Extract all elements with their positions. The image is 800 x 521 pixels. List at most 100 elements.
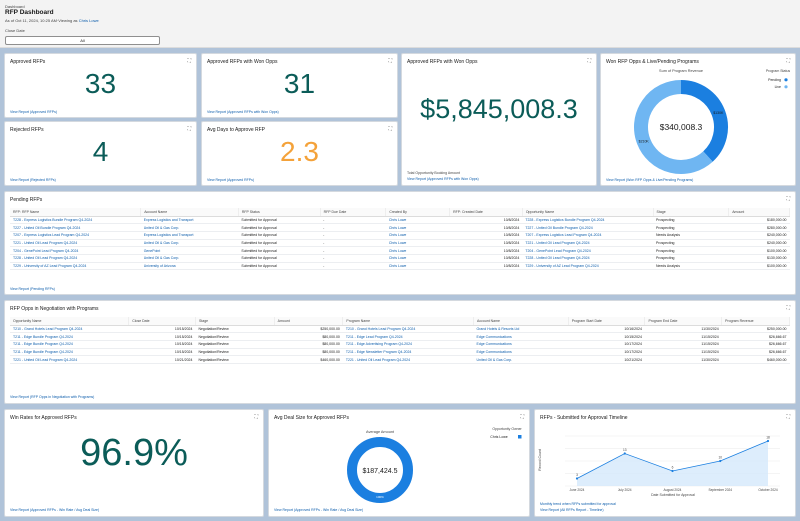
expand-icon[interactable]: ⛶ <box>587 58 591 64</box>
table-cell-link[interactable]: T211 - Edge Lead Program Q4-2024 <box>342 332 474 341</box>
table-cell-link[interactable]: T211 - Edge Newsletter Program Q4-2024 <box>342 348 474 357</box>
table-cell-link[interactable]: Chris Lowe <box>385 246 450 255</box>
table-cell-link[interactable]: T211 - Edge Advertising Program Q4-2024 <box>342 340 474 349</box>
expand-icon[interactable]: ⛶ <box>388 58 392 64</box>
table-cell-link[interactable]: Chris Lowe <box>385 254 450 263</box>
table-cell-link[interactable]: Grand Hotels & Resorts Ltd <box>473 325 569 334</box>
column-header[interactable]: Program End Date <box>644 317 723 326</box>
view-report-link[interactable]: View Report (Approved RFPs with Won Opps… <box>407 177 479 181</box>
table-cell-link[interactable]: T211 - Edge Bundle Program Q4-2024 <box>10 348 129 357</box>
table-cell: $130,000.00 <box>728 254 790 263</box>
avg-days-card: Avg Days to Approve RFP ⛶ 2.3 View Repor… <box>201 121 398 186</box>
column-header[interactable]: Stage <box>195 317 275 326</box>
column-header[interactable]: Account Name <box>140 208 239 217</box>
table-cell-link[interactable]: T221 - United Oil Lead Program Q4-2024 <box>10 239 141 248</box>
view-report-link[interactable]: View Report (All RFPs Report - Timeline) <box>540 508 604 512</box>
table-cell-link[interactable]: T229 - University of AZ Lead Program Q4-… <box>522 262 654 271</box>
column-header[interactable]: Created By <box>385 208 451 217</box>
table-cell-link[interactable]: Express Logistics and Transport <box>140 231 239 240</box>
close-date-filter[interactable]: All <box>5 36 160 45</box>
card-title: Rejected RFPs <box>10 127 44 133</box>
column-header[interactable]: Program Name <box>342 317 475 326</box>
view-report-link[interactable]: View Report (Approved RFPs) <box>207 178 255 182</box>
column-header[interactable]: Stage <box>653 208 730 217</box>
table-cell-link[interactable]: T229 - University of AZ Lead Program Q4-… <box>10 262 141 271</box>
table-cell-link[interactable]: Edge Communications <box>473 348 569 357</box>
breadcrumb[interactable]: Dashboard <box>5 4 25 9</box>
table-cell-link[interactable]: University of Arizona <box>140 262 239 271</box>
table-cell-link[interactable]: T207 - Express Logistics Lead Program Q4… <box>10 231 141 240</box>
table-cell-link[interactable]: T210 - Grand Hotels Lead Program Q4-2024 <box>10 325 129 334</box>
column-header[interactable]: Close Date <box>128 317 196 326</box>
table-cell-link[interactable]: T204 - GenePoint Lead Program Q4-2024 <box>10 246 141 255</box>
table-cell-link[interactable]: T211 - Edge Bundle Program Q4-2024 <box>10 332 129 341</box>
table-cell-link[interactable]: Chris Lowe <box>385 223 450 232</box>
column-header[interactable]: Opportunity Name <box>10 317 130 326</box>
table-cell-link[interactable]: Edge Communications <box>473 340 569 349</box>
table-cell: 11/30/2024 <box>644 355 722 364</box>
expand-icon[interactable]: ⛶ <box>187 126 191 132</box>
table-cell-link[interactable]: United Oil & Gas Corp. <box>140 223 239 232</box>
view-report-link[interactable]: View Report (Won RFP Opps & Live/Pending… <box>606 178 694 182</box>
table-cell-link[interactable]: T207 - Express Logistics Lead Program Q4… <box>522 231 654 240</box>
table-cell-link[interactable]: Chris Lowe <box>385 216 450 225</box>
column-header[interactable]: RFP: RFP Name <box>10 208 142 217</box>
table-cell-link[interactable]: T228 - Express Logistics Bundle Program … <box>522 216 654 225</box>
table-cell-link[interactable]: GenePoint <box>140 246 239 255</box>
table-cell-link[interactable]: T228 - Express Logistics Bundle Program … <box>10 216 141 225</box>
table-row: T228 - Express Logistics Bundle Program … <box>10 216 790 225</box>
column-header[interactable]: Program Start Date <box>568 317 646 326</box>
expand-icon[interactable]: ⛶ <box>786 58 790 64</box>
column-header[interactable]: RFP Status <box>238 208 321 217</box>
table-cell-link[interactable]: T221 - United Oil Lead Program Q4-2024 <box>342 355 474 364</box>
table-cell: Prospecting <box>653 216 729 225</box>
expand-icon[interactable]: ⛶ <box>520 414 524 420</box>
table-cell: $100,000.00 <box>728 262 790 271</box>
viewer-link[interactable]: Chris Lowe <box>78 18 99 23</box>
table-cell-link[interactable]: T228 - United Oil Lead Program Q4-2024 <box>522 254 654 263</box>
table-cell: 10/8/2024 <box>449 223 523 232</box>
view-report-link[interactable]: View Report (Approved RFPs with Won Opps… <box>207 110 279 114</box>
table-cell-link[interactable]: T211 - Edge Bundle Program Q4-2024 <box>10 340 129 349</box>
table-cell-link[interactable]: T227 - United Oil Bundle Program Q4-2024 <box>10 223 141 232</box>
expand-icon[interactable]: ⛶ <box>254 414 258 420</box>
donut-center-value: $187,424.5 <box>362 468 397 475</box>
table-cell-link[interactable]: T221 - United Oil Lead Program Q4-2024 <box>522 239 654 248</box>
table-cell-link[interactable]: Chris Lowe <box>385 231 450 240</box>
table-cell-link[interactable]: United Oil & Gas Corp. <box>140 254 239 263</box>
view-report-link[interactable]: View Report (RFP Opps in Negotiation wit… <box>10 395 95 399</box>
table-cell-link[interactable]: Chris Lowe <box>385 262 450 271</box>
expand-icon[interactable]: ⛶ <box>786 305 790 311</box>
x-tick-label: October 2024 <box>758 488 778 492</box>
expand-icon[interactable]: ⛶ <box>388 126 392 132</box>
view-report-link[interactable]: View Report (Pending RFPs) <box>10 287 55 291</box>
card-title: RFPs - Submitted for Approval Timeline <box>540 415 628 421</box>
column-header[interactable]: Amount <box>274 317 344 326</box>
expand-icon[interactable]: ⛶ <box>786 196 790 202</box>
table-cell-link[interactable]: T204 - GenePoint Lead Program Q4-2024 <box>522 246 654 255</box>
x-tick-label: September 2024 <box>708 488 732 492</box>
column-header[interactable]: RFP Due Date <box>320 208 387 217</box>
table-cell-link[interactable]: T221 - United Oil Lead Program Q4-2024 <box>10 355 129 364</box>
view-report-link[interactable]: View Report (Rejected RFPs) <box>10 178 56 182</box>
column-header[interactable]: RFP: Created Date <box>449 208 523 217</box>
column-header[interactable]: Account Name <box>473 317 569 326</box>
column-header[interactable]: Opportunity Name <box>522 208 654 217</box>
view-report-link[interactable]: View Report (Approved RFPs - Win Rate / … <box>10 508 100 512</box>
expand-icon[interactable]: ⛶ <box>187 58 191 64</box>
table-cell-link[interactable]: Express Logistics and Transport <box>140 216 239 225</box>
view-report-link[interactable]: View Report (Approved RFPs) <box>10 110 58 114</box>
column-header[interactable]: Program Revenue <box>721 317 790 326</box>
table-cell-link[interactable]: T210 - Grand Hotels Lead Program Q4-2024 <box>342 325 474 334</box>
table-cell-link[interactable]: T228 - United Oil Lead Program Q4-2024 <box>10 254 141 263</box>
table-cell-link[interactable]: Edge Communications <box>473 332 569 341</box>
table-cell-link[interactable]: United Oil & Gas Corp. <box>473 355 569 364</box>
view-report-link[interactable]: View Report (Approved RFPs - Win Rate / … <box>274 508 364 512</box>
table-cell: Negotiation/Review <box>195 355 275 364</box>
table-cell-link[interactable]: Chris Lowe <box>385 239 450 248</box>
expand-icon[interactable]: ⛶ <box>786 414 790 420</box>
table-cell-link[interactable]: United Oil & Gas Corp. <box>140 239 239 248</box>
table-cell: Prospecting <box>653 246 729 255</box>
table-cell-link[interactable]: T227 - United Oil Bundle Program Q4-2024 <box>522 223 654 232</box>
column-header[interactable]: Amount <box>728 208 790 217</box>
